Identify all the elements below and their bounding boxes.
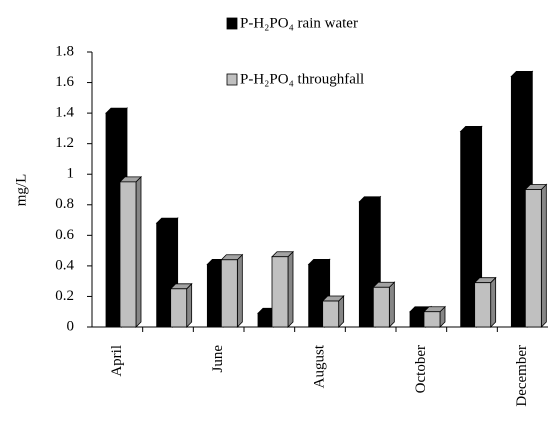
bar-side xyxy=(236,253,243,328)
bar xyxy=(423,311,441,328)
y-tick-label: 0 xyxy=(67,318,75,334)
legend-swatch xyxy=(226,17,238,30)
bar-side xyxy=(135,175,142,328)
y-tick-label: 1.2 xyxy=(55,135,74,151)
y-tick-label: 1.6 xyxy=(55,74,74,90)
y-tick-label: 1.4 xyxy=(55,105,74,121)
legend-label: P-H₂PO₄ throughfall xyxy=(240,71,364,87)
legend-swatch xyxy=(226,73,238,86)
bar-side xyxy=(540,183,547,328)
bar xyxy=(119,181,137,328)
x-tick-label: June xyxy=(210,345,226,373)
y-tick-label: 0.4 xyxy=(55,257,74,273)
y-tick-label: 0.2 xyxy=(55,288,74,304)
bar xyxy=(156,222,174,328)
bar xyxy=(220,259,238,328)
bar xyxy=(322,300,340,328)
bar xyxy=(271,256,289,328)
bar-side xyxy=(490,276,497,328)
x-tick-label: April xyxy=(109,345,125,377)
x-tick-label: December xyxy=(514,345,530,407)
x-tick-label: August xyxy=(311,344,327,388)
x-tick-label: October xyxy=(413,345,429,393)
y-tick-label: 1.8 xyxy=(55,43,74,59)
bar-side xyxy=(287,250,294,328)
bar xyxy=(105,112,123,328)
bar xyxy=(170,288,188,328)
bar xyxy=(474,282,492,328)
bar xyxy=(460,131,478,328)
y-tick-label: 0.6 xyxy=(55,227,74,243)
bar xyxy=(358,201,376,328)
bar xyxy=(524,189,542,328)
bar-side xyxy=(186,282,193,328)
legend-label: P-H₂PO₄ rain water xyxy=(240,15,358,31)
y-tick-label: 0.8 xyxy=(55,196,74,212)
y-axis-label: mg/L xyxy=(13,174,29,207)
bar xyxy=(308,263,326,328)
bar-side xyxy=(388,281,395,328)
y-tick-label: 1 xyxy=(67,166,75,182)
bar xyxy=(372,286,390,328)
